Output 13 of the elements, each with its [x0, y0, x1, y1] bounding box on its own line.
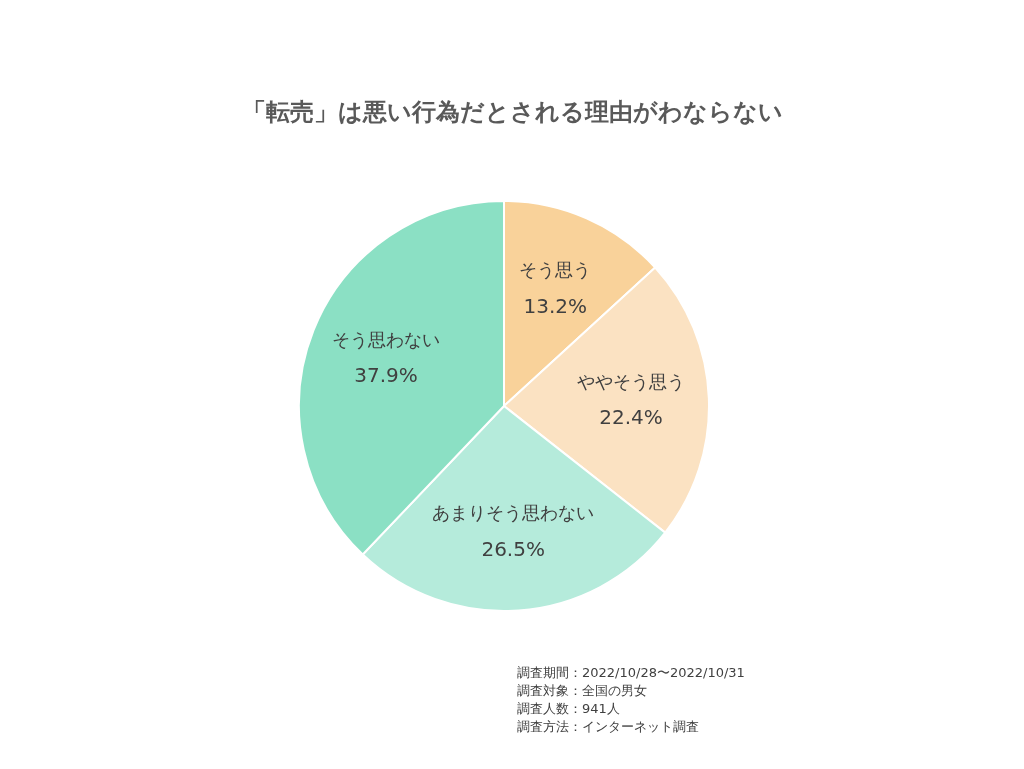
chart-title: 「転売」は悪い行為だとされる理由がわならない: [240, 97, 784, 128]
data-label: 26.5%: [481, 536, 545, 561]
text: 調査方法：インターネット調査: [517, 718, 700, 736]
slice-label: あまりそう思わない: [432, 502, 595, 524]
slice-label: そう思う: [519, 259, 592, 281]
text: 調査人数：941人: [517, 700, 621, 718]
slice-label: ややそう思う: [577, 370, 686, 392]
text: 調査対象：全国の男女: [517, 682, 648, 700]
text: 調査期間：2022/10/28〜2022/10/31: [517, 664, 745, 682]
data-label: 13.2%: [523, 293, 587, 318]
data-label: 37.9%: [354, 363, 418, 388]
data-label: 22.4%: [599, 405, 663, 430]
slice-label: そう思わない: [331, 328, 440, 350]
